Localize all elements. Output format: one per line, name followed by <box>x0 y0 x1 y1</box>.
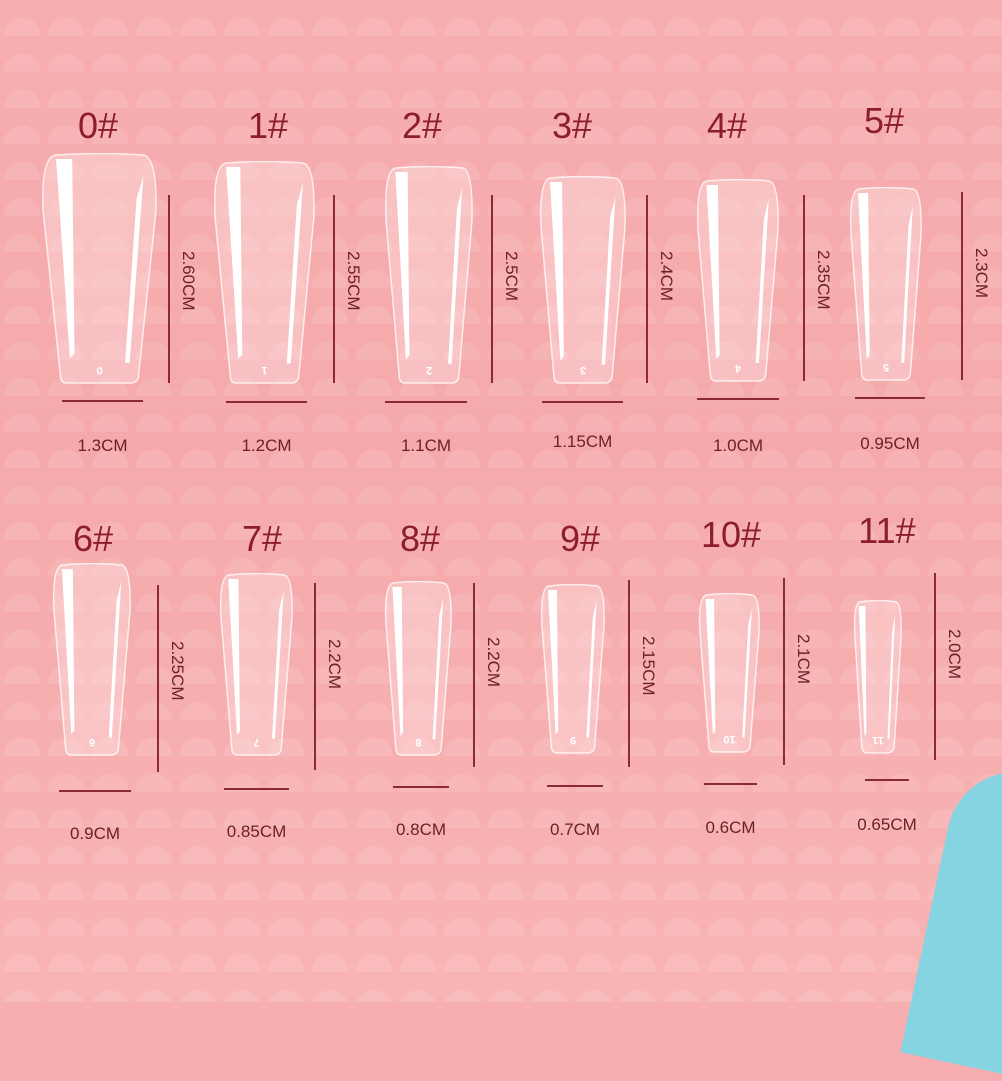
length-dimension-line <box>628 580 630 767</box>
length-dimension-line <box>168 195 170 383</box>
length-value: 2.0CM <box>945 628 964 679</box>
width-dimension-line <box>385 401 467 403</box>
length-value: 2.4CM <box>657 251 676 302</box>
nail-tip: 0 <box>42 153 157 384</box>
tip-number: 2 <box>426 364 432 376</box>
size-label: 9# <box>559 518 601 559</box>
nail-tip: 11 <box>853 600 902 754</box>
nail-tip: 9 <box>540 584 605 754</box>
width-dimension-line <box>697 398 779 400</box>
size-label: 6# <box>72 518 114 559</box>
tip-number: 3 <box>580 364 586 376</box>
length-dimension-line <box>803 195 805 381</box>
nail-tip: 7 <box>219 573 293 756</box>
width-dimension-line <box>59 790 131 792</box>
width-value: 1.3CM <box>77 436 128 455</box>
length-dimension-line <box>646 195 648 383</box>
width-value: 0.7CM <box>549 820 601 839</box>
width-dimension-line <box>855 397 925 399</box>
nail-tip: 10 <box>698 593 760 753</box>
tip-number: 1 <box>261 364 267 376</box>
width-dimension-line <box>542 401 623 403</box>
width-value: 0.85CM <box>226 822 287 841</box>
nail-tip: 2 <box>384 166 473 384</box>
size-label: 1# <box>247 105 289 146</box>
length-value: 2.15CM <box>639 635 658 696</box>
width-dimension-line <box>226 401 307 403</box>
width-value: 1.2CM <box>241 436 292 455</box>
width-value: 0.9CM <box>69 824 121 843</box>
tip-number: 9 <box>570 734 576 746</box>
width-dimension-line <box>704 783 757 785</box>
nail-tip: 4 <box>696 179 779 382</box>
size-label: 3# <box>551 105 593 146</box>
nail-tip: 5 <box>849 187 922 381</box>
width-value: 1.15CM <box>552 432 613 451</box>
width-value: 1.0CM <box>712 436 764 455</box>
length-dimension-line <box>314 583 316 770</box>
nail-tip: 1 <box>213 161 315 384</box>
length-dimension-line <box>473 583 475 767</box>
width-dimension-line <box>865 779 909 781</box>
tip-number: 4 <box>734 362 741 374</box>
size-label: 8# <box>399 518 441 559</box>
width-dimension-line <box>547 785 603 787</box>
tip-number: 10 <box>723 733 735 745</box>
length-dimension-line <box>491 195 493 383</box>
tip-number: 8 <box>415 736 421 748</box>
length-value: 2.55CM <box>344 251 363 311</box>
width-value: 0.95CM <box>860 434 920 453</box>
tip-number: 5 <box>883 361 889 373</box>
size-label: 7# <box>241 518 283 559</box>
width-value: 0.8CM <box>395 820 447 839</box>
tip-number: 7 <box>253 736 259 748</box>
size-label: 2# <box>401 105 443 146</box>
nail-tip: 8 <box>384 581 452 756</box>
size-label: 0# <box>77 105 119 146</box>
length-value: 2.25CM <box>168 640 187 701</box>
size-label: 10# <box>700 514 762 555</box>
size-label: 5# <box>863 100 905 141</box>
nail-tip: 3 <box>539 176 626 384</box>
length-value: 2.5CM <box>502 251 521 302</box>
length-dimension-line <box>961 192 963 380</box>
size-label: 11# <box>858 510 916 551</box>
width-dimension-line <box>224 788 289 790</box>
length-dimension-line <box>333 195 335 383</box>
length-dimension-line <box>934 573 936 760</box>
tip-number: 0 <box>96 364 102 376</box>
width-value: 0.6CM <box>705 818 756 837</box>
width-value: 0.65CM <box>857 815 917 834</box>
tip-number: 11 <box>872 734 884 746</box>
length-value: 2.2CM <box>325 638 344 689</box>
width-dimension-line <box>62 400 143 402</box>
tip-number: 6 <box>89 736 95 748</box>
length-dimension-line <box>157 585 159 772</box>
width-value: 1.1CM <box>400 436 452 455</box>
length-value: 2.35CM <box>814 250 833 310</box>
width-dimension-line <box>393 786 449 788</box>
length-value: 2.1CM <box>794 633 813 684</box>
length-value: 2.60CM <box>179 251 198 311</box>
length-value: 2.2CM <box>484 637 503 688</box>
length-value: 2.3CM <box>972 248 991 299</box>
patterned-background <box>0 0 1002 1002</box>
size-label: 4# <box>706 105 748 146</box>
nail-tip: 6 <box>52 563 131 756</box>
length-dimension-line <box>783 578 785 765</box>
